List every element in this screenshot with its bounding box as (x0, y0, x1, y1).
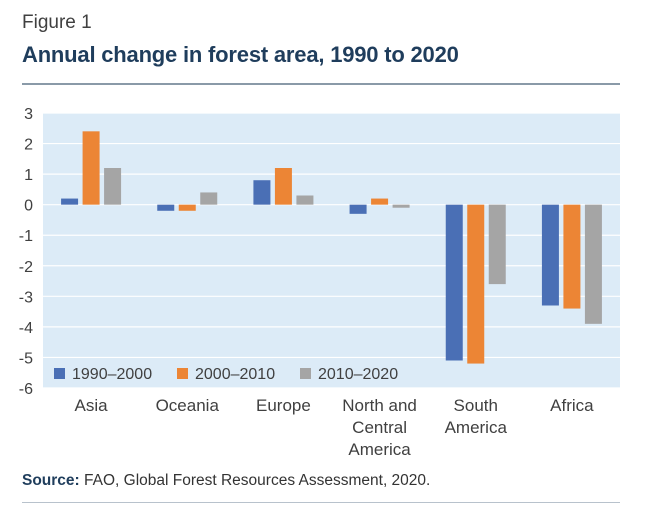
x-tick-label-line: North and (342, 396, 417, 415)
legend-label: 2000–2010 (195, 366, 275, 383)
chart-title: Annual change in forest area, 1990 to 20… (22, 42, 459, 67)
bar (371, 198, 389, 205)
x-tick-label-line: South (454, 396, 498, 415)
x-tick-label: North and Central America (342, 396, 417, 459)
bar (467, 204, 485, 364)
bar (61, 198, 79, 205)
bar (253, 180, 271, 205)
bar (392, 204, 410, 208)
bar (157, 204, 175, 211)
x-tick-label-line: America (348, 440, 411, 459)
bar (274, 168, 292, 205)
x-tick-label: Oceania (156, 396, 220, 415)
x-tick-label-line: Asia (75, 396, 109, 415)
x-tick-label: Asia (75, 396, 109, 415)
legend-swatch (300, 368, 311, 379)
title-divider (22, 83, 620, 85)
x-tick-label-line: America (445, 418, 508, 437)
bar (584, 204, 602, 324)
bar (445, 204, 463, 361)
y-tick-label: 1 (24, 167, 33, 184)
x-tick-label-line: Central (352, 418, 407, 437)
y-tick-label: -2 (19, 259, 33, 276)
x-tick-label: Europe (256, 396, 311, 415)
x-tick-label-line: Europe (256, 396, 311, 415)
figure-label: Figure 1 (22, 12, 92, 33)
bar (296, 195, 314, 205)
y-tick-label: 3 (24, 106, 33, 123)
bar (104, 168, 122, 205)
legend-label: 1990–2000 (72, 366, 152, 383)
x-tick-label: South America (445, 396, 508, 437)
y-tick-label: -5 (19, 350, 33, 367)
y-tick-label: -6 (19, 381, 33, 398)
y-tick-label: 2 (24, 137, 33, 154)
plot-area (43, 113, 620, 388)
source-text: FAO, Global Forest Resources Assessment,… (79, 472, 431, 489)
bottom-divider (22, 502, 620, 503)
x-tick-label-line: Oceania (156, 396, 220, 415)
legend-label: 2010–2020 (318, 366, 398, 383)
bar (349, 204, 367, 214)
x-tick-label: Africa (550, 396, 594, 415)
y-tick-label: -1 (19, 228, 33, 245)
y-tick-label: 0 (24, 198, 33, 215)
bar (178, 204, 196, 211)
x-tick-label-line: Africa (550, 396, 594, 415)
bar-chart: 3 2 1 0 -1 -2 -3 -4 -5 -6 Asia Oceania Europe North a… (19, 106, 620, 459)
bar (563, 204, 581, 309)
legend-swatch (177, 368, 188, 379)
bar (541, 204, 559, 306)
source-label: Source: (22, 472, 80, 489)
y-tick-label: -3 (19, 289, 33, 306)
y-tick-label: -4 (19, 320, 33, 337)
bar (488, 204, 506, 285)
source-note: Source: FAO, Global Forest Resources Ass… (22, 472, 430, 490)
legend-swatch (54, 368, 65, 379)
bar (200, 192, 218, 205)
bar (82, 131, 100, 205)
